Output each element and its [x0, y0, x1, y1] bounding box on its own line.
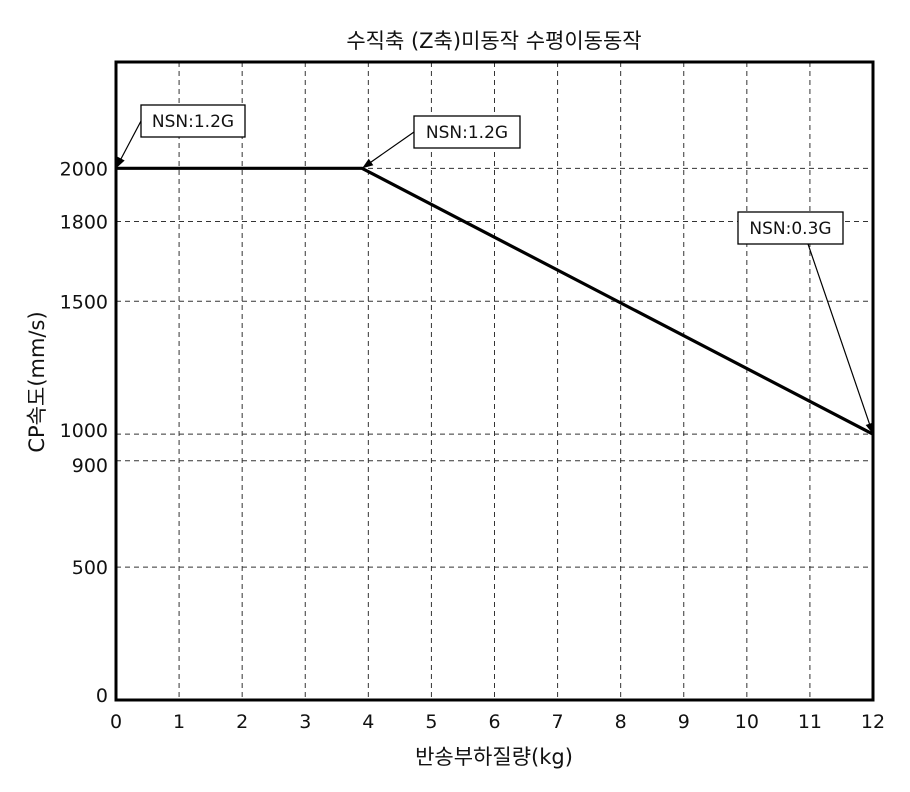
x-tick-label-1: 1 — [173, 711, 185, 733]
grid — [116, 62, 873, 700]
annotation-arrowhead-2 — [865, 422, 874, 435]
x-tick-label-6: 6 — [488, 711, 500, 733]
annotation-box-0 — [140, 104, 246, 138]
x-tick-labels: 0 1 2 3 4 5 6 7 8 9 10 11 12 — [110, 711, 885, 733]
x-tick-label-8: 8 — [615, 711, 627, 733]
annotations: NSN:1.2G NSN:1.2G NSN:0.3G — [115, 104, 874, 435]
x-axis-title: 반송부하질량(kg) — [415, 745, 573, 769]
y-axis-title: CP속도(mm/s) — [25, 311, 49, 452]
y-tick-label-1000: 1000 — [60, 420, 108, 442]
x-tick-label-9: 9 — [678, 711, 690, 733]
annotation-arrowhead-1 — [362, 158, 374, 169]
annotation-label-2: NSN:0.3G — [749, 219, 831, 239]
annotation-box-2 — [737, 211, 844, 245]
x-tick-label-7: 7 — [552, 711, 564, 733]
x-tick-label-5: 5 — [425, 711, 437, 733]
x-tick-label-10: 10 — [735, 711, 759, 733]
y-tick-labels: 0 500 900 1000 1500 1800 2000 — [60, 158, 108, 707]
annotation-arrowhead-0 — [116, 156, 125, 169]
y-tick-label-900: 900 — [72, 455, 108, 477]
annotation-2: NSN:0.3G — [737, 211, 874, 435]
annotation-box-1 — [413, 115, 521, 149]
y-tick-label-500: 500 — [72, 557, 108, 579]
x-tick-label-11: 11 — [798, 711, 822, 733]
x-tick-label-2: 2 — [236, 711, 248, 733]
x-tick-label-0: 0 — [110, 711, 122, 733]
annotation-label-1: NSN:1.2G — [426, 123, 508, 143]
y-tick-label-2000: 2000 — [60, 158, 108, 180]
y-tick-label-1800: 1800 — [60, 212, 108, 234]
annotation-leader-2 — [807, 243, 874, 435]
x-tick-label-3: 3 — [299, 711, 311, 733]
plot-frame — [114, 60, 875, 702]
chart-title: 수직축 (Z축)미동작 수평이동동작 — [346, 29, 641, 53]
y-tick-label-1500: 1500 — [60, 291, 108, 313]
x-tick-label-4: 4 — [362, 711, 374, 733]
annotation-1: NSN:1.2G — [361, 115, 521, 169]
y-tick-label-0: 0 — [96, 685, 108, 707]
annotation-0: NSN:1.2G — [115, 104, 246, 169]
annotation-label-0: NSN:1.2G — [152, 112, 234, 132]
x-tick-label-12: 12 — [861, 711, 885, 733]
